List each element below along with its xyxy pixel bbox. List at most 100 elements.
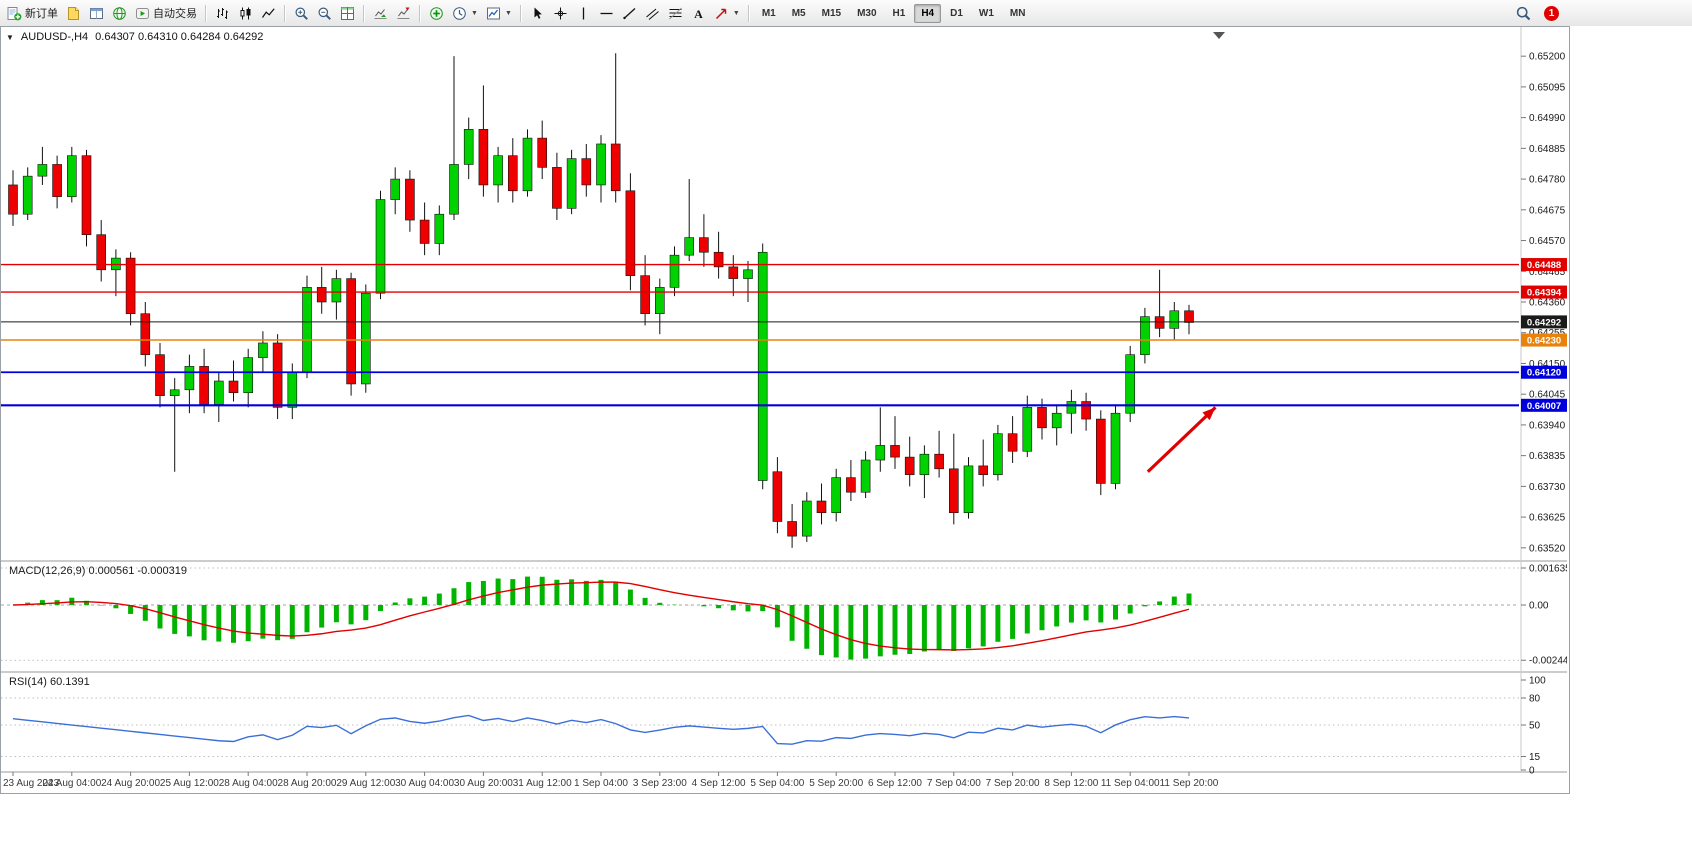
zoom-in-icon xyxy=(295,7,308,20)
line-chart-button[interactable] xyxy=(257,3,280,24)
time-axis-label: 7 Sep 04:00 xyxy=(927,778,981,789)
candle xyxy=(81,149,92,247)
candle xyxy=(1066,389,1077,434)
pivot-line-price-tag: 0.64230 xyxy=(1521,333,1567,347)
candle xyxy=(713,231,724,279)
svg-text:0.65095: 0.65095 xyxy=(1529,82,1566,93)
svg-text:0.64488: 0.64488 xyxy=(1527,260,1561,271)
candle xyxy=(640,255,650,326)
fibonacci-retracement-button[interactable] xyxy=(664,3,687,24)
bar-chart-button[interactable] xyxy=(211,3,234,24)
time-axis-label: 30 Aug 04:00 xyxy=(395,778,454,789)
community-button[interactable] xyxy=(108,3,131,24)
candle xyxy=(757,243,768,490)
tile-windows-button[interactable] xyxy=(336,3,359,24)
candle xyxy=(434,205,445,256)
svg-text:0.63730: 0.63730 xyxy=(1529,482,1566,493)
timeframe-m1-button[interactable]: M1 xyxy=(761,7,776,19)
timeframe-d1-button[interactable]: D1 xyxy=(950,7,963,19)
workspace-empty-area xyxy=(1570,26,1692,855)
globe-icon xyxy=(113,6,126,20)
candle xyxy=(728,255,739,297)
crosshair-button[interactable] xyxy=(549,3,572,24)
indicators-button[interactable] xyxy=(425,3,448,24)
cursor-button[interactable] xyxy=(526,3,549,24)
price-axis[interactable]: 0.65200 0.65095 0.64990 0.64885 0.64780 0.646… xyxy=(1521,52,1566,555)
toolbar-separator xyxy=(284,4,286,22)
auto-scroll-icon xyxy=(374,8,387,19)
text-label-icon: A xyxy=(694,7,703,21)
one-click-trading-toggle[interactable]: ▼ xyxy=(6,32,14,42)
horizontal-line-button[interactable] xyxy=(595,3,618,24)
new-order-button[interactable]: 新订单 xyxy=(3,3,62,24)
timeframe-h4-button[interactable]: H4 xyxy=(914,3,942,23)
time-axis-label: 29 Aug 12:00 xyxy=(336,778,395,789)
candle xyxy=(331,269,342,320)
candle xyxy=(1125,345,1135,422)
time-axis-label: 6 Sep 12:00 xyxy=(868,778,922,789)
toolbar-separator xyxy=(519,4,522,22)
candle xyxy=(846,460,856,502)
chart-plot-area[interactable] xyxy=(1,27,1567,791)
candle xyxy=(302,275,312,379)
candlestick-chart-button[interactable] xyxy=(234,3,257,24)
candle xyxy=(169,378,180,472)
chart-shift-button[interactable] xyxy=(392,3,415,24)
candle xyxy=(1169,302,1180,341)
new-order-label: 新订单 xyxy=(25,8,58,20)
arrows-button[interactable]: ▼ xyxy=(710,3,744,24)
search-button[interactable] xyxy=(1512,3,1535,24)
time-axis-label: 1 Sep 04:00 xyxy=(574,778,628,789)
candle xyxy=(155,342,165,408)
time-axis-label: 11 Sep 04:00 xyxy=(1101,778,1160,789)
rsi-legend: RSI(14) 60.1391 xyxy=(9,676,90,688)
equidistant-channel-button[interactable] xyxy=(641,3,664,24)
candle xyxy=(831,468,842,522)
support-line-2-price-tag: 0.64007 xyxy=(1521,398,1567,412)
svg-text:0.64045: 0.64045 xyxy=(1529,390,1566,401)
candlestick-chart-icon xyxy=(240,7,251,19)
main-toolbar: 新订单 自动交易 ▼ ▼ A ▼ M1 M5 M15 M30 H1 H4 D1 W1 MN 1 xyxy=(0,0,1692,27)
timeframe-mn-button[interactable]: MN xyxy=(1009,7,1026,19)
notification-badge[interactable]: 1 xyxy=(1544,6,1559,21)
candle xyxy=(360,284,371,393)
templates-caret-icon: ▼ xyxy=(504,9,512,17)
metaeditor-button[interactable] xyxy=(62,3,85,24)
rsi-axis-label: 0 xyxy=(1529,766,1535,777)
svg-text:0.64360: 0.64360 xyxy=(1529,298,1566,309)
data-window-button[interactable] xyxy=(85,3,108,24)
candle xyxy=(1081,392,1091,431)
candles-layer xyxy=(8,53,1194,548)
trend-arrow[interactable] xyxy=(1146,406,1217,473)
timeframe-m15-button[interactable]: M15 xyxy=(821,7,842,19)
trendline-button[interactable] xyxy=(618,3,641,24)
vertical-line-button[interactable] xyxy=(572,3,595,24)
candle xyxy=(493,146,503,203)
timeframe-h1-button[interactable]: H1 xyxy=(892,7,906,19)
svg-text:0.64150: 0.64150 xyxy=(1529,359,1566,370)
zoom-in-button[interactable] xyxy=(290,3,313,24)
timeframe-m30-button[interactable]: M30 xyxy=(857,7,877,19)
toolbar-separator xyxy=(419,4,421,22)
candle xyxy=(934,430,944,478)
chart-shift-marker[interactable] xyxy=(1213,32,1225,39)
candle xyxy=(1007,416,1018,463)
templates-button[interactable]: ▼ xyxy=(482,3,516,24)
candle xyxy=(1051,404,1062,446)
auto-scroll-button[interactable] xyxy=(369,3,392,24)
timeframe-m5-button[interactable]: M5 xyxy=(791,7,806,19)
macd-legend: MACD(12,26,9) 0.000561 -0.000319 xyxy=(9,565,187,577)
svg-text:0.63520: 0.63520 xyxy=(1529,543,1566,554)
periods-button[interactable]: ▼ xyxy=(448,3,482,24)
auto-trading-label: 自动交易 xyxy=(153,8,197,20)
text-label-button[interactable]: A xyxy=(687,3,710,24)
timeframe-w1-button[interactable]: W1 xyxy=(978,7,994,19)
svg-text:A: A xyxy=(694,7,703,21)
auto-trading-button[interactable]: 自动交易 xyxy=(131,3,201,24)
zoom-out-button[interactable] xyxy=(313,3,336,24)
cursor-icon xyxy=(534,7,542,19)
candle xyxy=(449,56,459,221)
candle xyxy=(96,220,106,282)
periods-caret-icon: ▼ xyxy=(471,9,478,17)
